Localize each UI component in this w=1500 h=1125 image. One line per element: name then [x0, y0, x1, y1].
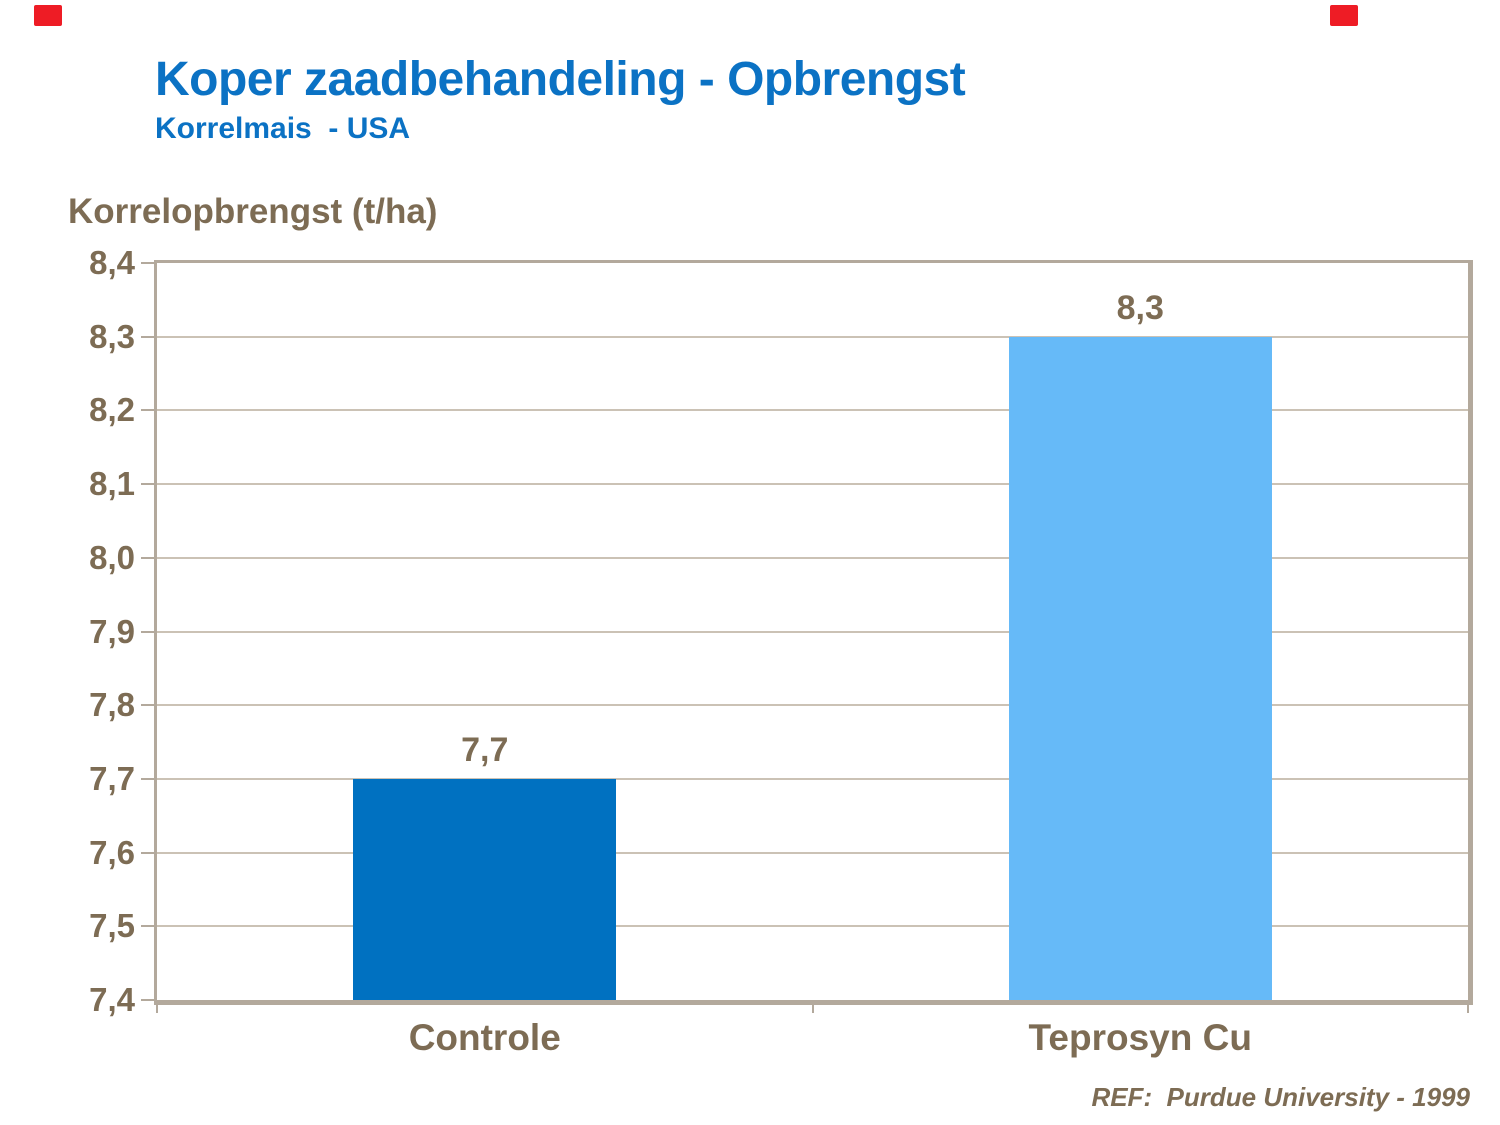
- y-axis-tick: [141, 335, 156, 338]
- x-axis-tick: [1467, 1002, 1469, 1013]
- gridline: [157, 777, 1468, 780]
- y-axis-tick: [141, 483, 156, 486]
- y-axis-tick-label: 8,3: [89, 317, 135, 355]
- y-axis-tick: [141, 262, 156, 264]
- gridline: [157, 704, 1468, 707]
- y-axis-tick-label: 7,8: [89, 686, 135, 724]
- reference-text: REF: Purdue University - 1999: [1091, 1082, 1470, 1112]
- gridline: [157, 925, 1468, 928]
- x-axis-category-label: Teprosyn Cu: [1028, 1017, 1252, 1058]
- y-axis-tick: [141, 999, 156, 1001]
- y-axis-tick-label: 8,4: [89, 244, 135, 281]
- x-axis-tick: [156, 1002, 158, 1013]
- bar-value-label: 8,3: [1116, 288, 1164, 327]
- plot-area: [154, 260, 1473, 1005]
- y-axis-tick: [141, 777, 156, 780]
- y-axis-tick: [141, 704, 156, 707]
- y-axis-tick-label: 7,5: [89, 907, 135, 945]
- gridline: [157, 335, 1468, 338]
- red-accent-top-right: [1330, 5, 1358, 26]
- gridline: [157, 483, 1468, 486]
- gridline: [157, 556, 1468, 559]
- gridline: [157, 630, 1468, 633]
- y-axis-tick: [141, 630, 156, 633]
- y-axis-title: Korrelopbrengst (t/ha): [68, 192, 438, 231]
- y-axis-tick-label: 7,6: [89, 833, 135, 871]
- y-axis-tick-label: 8,2: [89, 391, 135, 429]
- y-axis-tick: [141, 925, 156, 928]
- gridline: [157, 851, 1468, 854]
- y-axis-tick-label: 7,4: [89, 981, 135, 1018]
- y-axis-tick-label: 8,0: [89, 538, 135, 576]
- red-accent-top-left: [34, 5, 62, 26]
- page-title: Koper zaadbehandeling - Opbrengst: [155, 53, 966, 106]
- bar-teprosyn-cu: [1008, 336, 1272, 1000]
- x-axis-category-label: Controle: [408, 1017, 561, 1058]
- y-axis-tick: [141, 409, 156, 412]
- y-axis-tick-label: 8,1: [89, 465, 135, 503]
- page-subtitle: Korrelmais - USA: [155, 112, 411, 145]
- bar-controle: [353, 778, 617, 1000]
- y-axis-tick-label: 7,7: [89, 759, 135, 797]
- x-axis-tick: [811, 1002, 814, 1013]
- gridline: [157, 409, 1468, 412]
- y-axis-tick: [141, 556, 156, 559]
- y-axis-tick-label: 7,9: [89, 612, 135, 650]
- bar-value-label: 7,7: [461, 730, 509, 769]
- y-axis-tick: [141, 851, 156, 854]
